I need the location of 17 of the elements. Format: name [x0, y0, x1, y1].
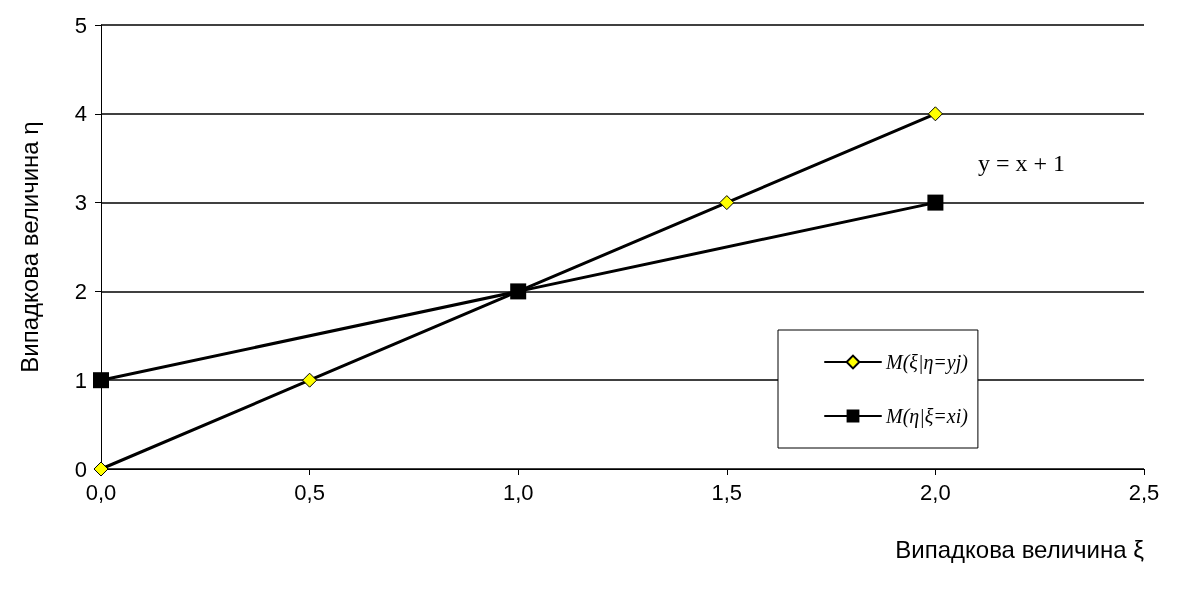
x-tick-label: 2,0 — [920, 479, 951, 505]
x-tick-label: 2,5 — [1128, 479, 1160, 505]
x-tick-label: 0,5 — [294, 479, 325, 505]
y-tick-label: 5 — [74, 12, 87, 38]
y-tick-label: 1 — [74, 367, 87, 393]
y-axis-title: Випадкова величина η — [15, 121, 43, 373]
x-axis-title: Випадкова величина ξ — [895, 535, 1145, 563]
x-tick-label: 1,0 — [502, 479, 534, 505]
legend-label: M(ξ|η=yj) — [885, 351, 969, 374]
x-tick-label: 0,0 — [85, 479, 117, 505]
x-tick-label: 1,5 — [711, 479, 743, 505]
annotation: y = x + 1 — [978, 150, 1066, 176]
y-tick-label: 2 — [74, 278, 87, 304]
y-tick-label: 3 — [74, 190, 87, 216]
y-tick-label: 0 — [74, 456, 87, 482]
y-tick-label: 4 — [74, 101, 87, 127]
legend-label: M(η|ξ=xi) — [885, 405, 969, 428]
